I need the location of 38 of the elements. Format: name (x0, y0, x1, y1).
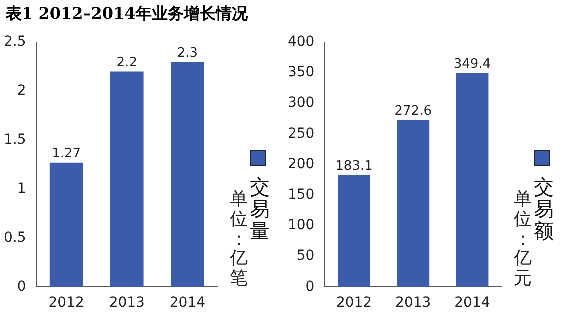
y-tick-label: 250 (288, 126, 315, 142)
y-tick-label: 50 (296, 248, 315, 264)
data-label: 272.6 (394, 104, 432, 120)
y-tick-label: 350 (288, 64, 315, 81)
y-tick-label: 0 (306, 278, 315, 295)
text: 单位：亿元 (514, 189, 532, 290)
data-label: 1.27 (52, 146, 82, 162)
y-tick-label: 400 (288, 34, 315, 50)
data-label: 2.2 (116, 56, 138, 71)
data-label: 183.1 (336, 159, 373, 174)
x-tick-label: 2014 (170, 295, 206, 312)
y-tick-label: 1.5 (4, 132, 26, 148)
x-tick-label: 2012 (336, 295, 372, 312)
bar (110, 72, 144, 288)
bar (338, 175, 371, 288)
x-tick-label: 2014 (454, 295, 490, 312)
chart-title: 表1 2012–2014年业务增长情况 (5, 3, 249, 25)
bar (171, 62, 204, 288)
bar (397, 120, 430, 288)
y-tick-label: 0.5 (4, 230, 26, 246)
bar (456, 73, 489, 288)
data-label: 349.4 (454, 57, 492, 72)
y-tick-label: 0 (17, 278, 26, 295)
y-tick-label: 100 (288, 218, 315, 234)
text: 单位：亿笔 (230, 189, 248, 290)
legend-label: 交易额 (534, 175, 554, 245)
y-tick-label: 2.5 (4, 34, 26, 50)
data-label: 2.3 (177, 46, 198, 61)
bar (50, 162, 84, 288)
y-tick-label: 2 (17, 83, 26, 99)
y-tick-label: 200 (288, 156, 315, 172)
y-tick-label: 300 (288, 95, 315, 112)
x-tick-label: 2013 (396, 295, 432, 312)
y-tick-label: 1 (17, 180, 26, 197)
x-tick-label: 2013 (109, 295, 145, 312)
y-tick-label: 150 (288, 187, 315, 204)
x-tick-label: 2012 (48, 295, 84, 312)
legend-label: 交易量 (250, 175, 270, 245)
